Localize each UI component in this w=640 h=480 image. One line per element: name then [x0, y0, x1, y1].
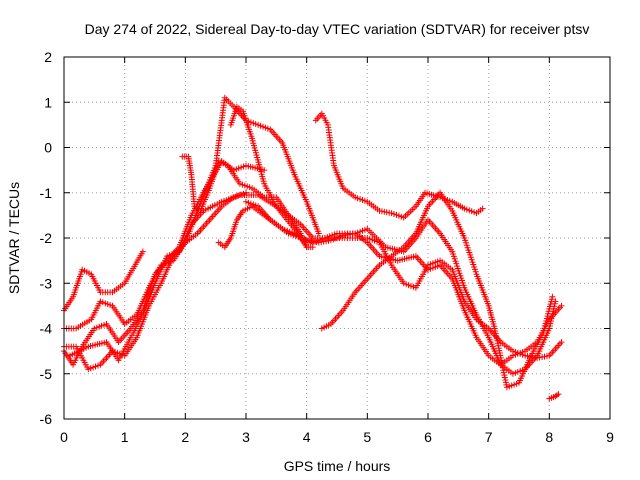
series-track-5	[67, 192, 316, 364]
y-axis-label: SDTVAR / TECUs	[6, 182, 22, 294]
data-point-markers	[67, 192, 316, 364]
y-tick-label: -2	[40, 230, 53, 246]
data-point-markers	[215, 203, 565, 361]
y-tick-label: 1	[44, 94, 52, 110]
x-tick-label: 3	[242, 429, 250, 445]
x-tick-label: 5	[363, 429, 371, 445]
series-track-12	[546, 391, 562, 402]
x-tick-label: 1	[121, 429, 129, 445]
series-track-11	[318, 189, 556, 391]
x-tick-label: 0	[60, 429, 68, 445]
x-tick-label: 2	[181, 429, 189, 445]
y-tick-label: 2	[44, 49, 52, 65]
data-point-markers	[546, 391, 562, 402]
y-tick-label: -4	[40, 321, 53, 337]
series-track-10	[312, 110, 486, 221]
data-point-markers	[312, 110, 486, 221]
y-tick-label: -5	[40, 366, 53, 382]
axis-ticks: 0 1 2 3 4 5 6 7 8 9 -6 -5 -4 -3 -2 -1 0 1 2	[40, 49, 615, 445]
y-tick-label: -3	[40, 275, 53, 291]
x-axis-label: GPS time / hours	[284, 458, 391, 474]
y-tick-label: -6	[40, 411, 53, 427]
x-tick-label: 9	[606, 429, 614, 445]
series-track-6	[215, 203, 565, 361]
x-tick-label: 6	[424, 429, 432, 445]
y-tick-label: 0	[44, 140, 52, 156]
data-point-markers	[179, 153, 310, 251]
data-series	[61, 94, 565, 402]
y-tick-label: -1	[40, 185, 53, 201]
chart-title: Day 274 of 2022, Sidereal Day-to-day VTE…	[85, 21, 590, 37]
x-tick-label: 7	[485, 429, 493, 445]
data-point-markers	[318, 189, 556, 391]
series-track-9	[179, 153, 310, 251]
x-tick-label: 8	[545, 429, 553, 445]
x-tick-label: 4	[303, 429, 311, 445]
